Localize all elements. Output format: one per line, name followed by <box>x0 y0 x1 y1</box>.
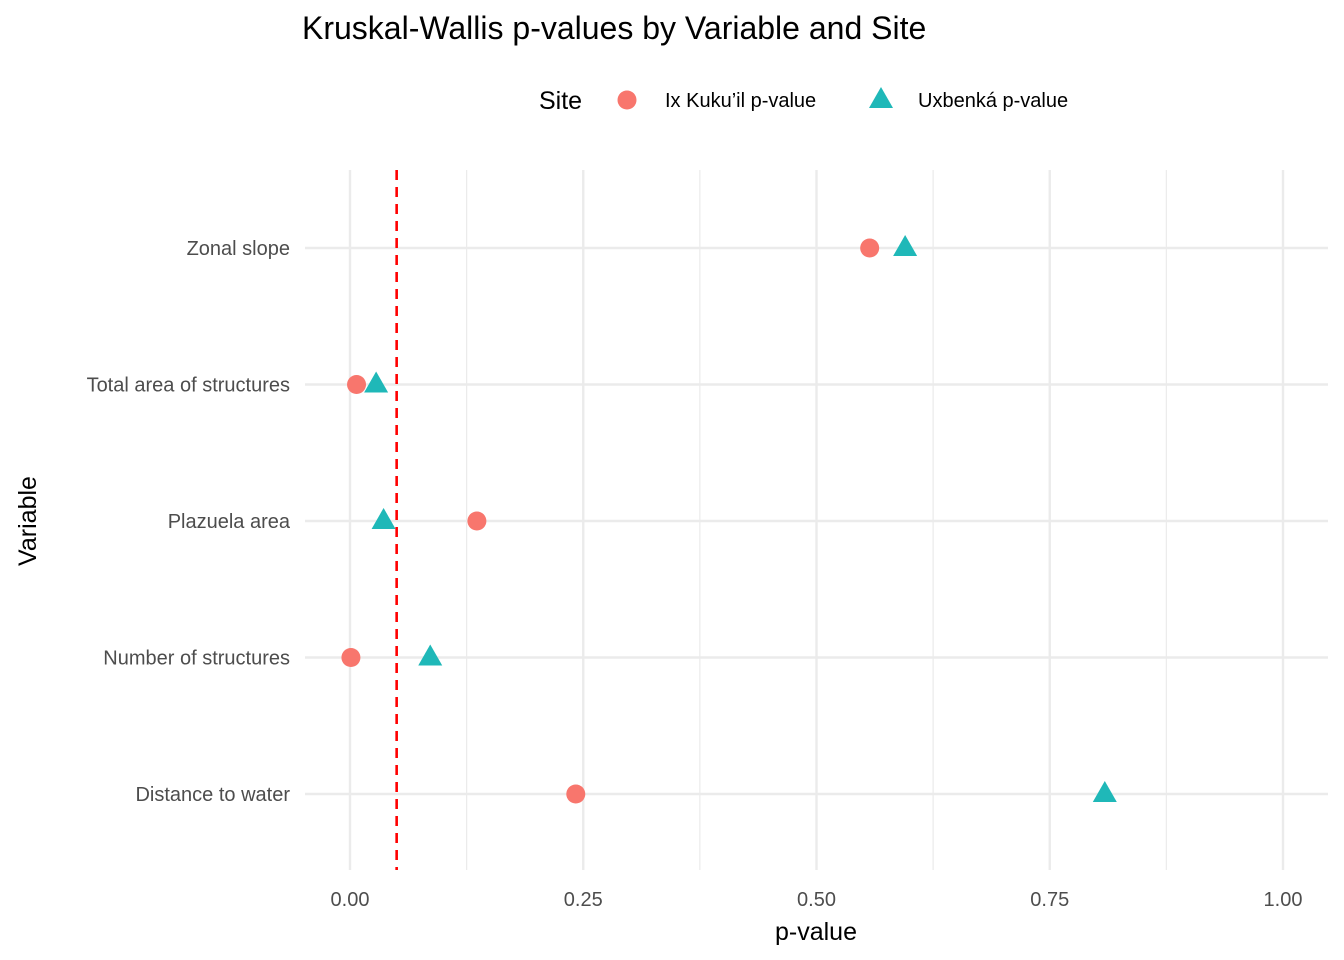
x-tick-label: 0.75 <box>1030 889 1069 911</box>
y-tick-label: Distance to water <box>135 784 290 806</box>
y-axis-title: Variable <box>14 476 42 566</box>
y-tick-label: Plazuela area <box>168 511 291 533</box>
point-ix-kukuil <box>341 648 361 667</box>
point-uxbenka <box>371 507 396 529</box>
x-tick-label: 0.50 <box>797 889 836 911</box>
legend-label-uxbenka: Uxbenká p-value <box>918 90 1068 112</box>
legend-label-ix-kukuil: Ix Kuku’il p-value <box>665 90 816 112</box>
y-tick-label: Number of structures <box>103 648 290 670</box>
point-ix-kukuil <box>467 511 487 531</box>
x-tick-label: 0.25 <box>564 889 603 911</box>
point-uxbenka <box>418 644 443 666</box>
legend-title: Site <box>539 87 582 115</box>
point-ix-kukuil <box>860 238 880 258</box>
grid-layer <box>305 170 1328 870</box>
point-ix-kukuil <box>347 375 367 394</box>
point-uxbenka <box>364 371 389 393</box>
point-ix-kukuil <box>566 784 586 804</box>
legend: Site Ix Kuku’il p-value Uxbenká p-value <box>539 87 1068 115</box>
chart-title: Kruskal-Wallis p-values by Variable and … <box>302 10 926 46</box>
y-tick-label: Total area of structures <box>87 375 290 397</box>
x-axis-title: p-value <box>775 918 857 946</box>
axis-layer: 0.00 0.25 0.50 0.75 1.00 Zonal slope Total are… <box>87 238 1303 911</box>
x-tick-label: 0.00 <box>331 889 370 911</box>
y-tick-label: Zonal slope <box>187 238 290 260</box>
point-uxbenka <box>1092 780 1117 802</box>
point-uxbenka <box>893 234 918 256</box>
legend-key-triangle <box>869 87 893 108</box>
legend-key-circle <box>617 90 637 110</box>
marks-layer <box>341 234 1117 804</box>
x-tick-label: 1.00 <box>1264 889 1303 911</box>
